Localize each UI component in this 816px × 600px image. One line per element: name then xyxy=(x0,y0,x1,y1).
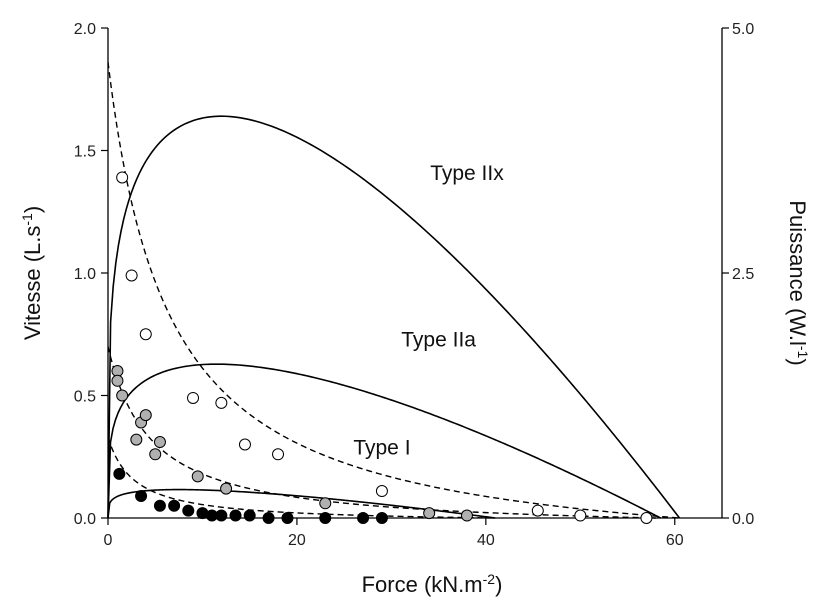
x-tick-label: 20 xyxy=(288,532,306,549)
y-tick-label: 1.5 xyxy=(74,144,96,161)
velocity-curve-type-i xyxy=(107,436,496,519)
data-point-type-i xyxy=(375,512,388,524)
data-point-type-iia xyxy=(220,482,233,495)
data-point-type-iix xyxy=(125,269,138,282)
data-point-type-i xyxy=(319,512,332,524)
data-point-type-i xyxy=(153,499,166,512)
y-tick-label: 0.0 xyxy=(74,511,96,528)
data-point-type-iix xyxy=(215,396,228,409)
series-label-type-i: Type I xyxy=(353,436,410,459)
data-point-type-iia xyxy=(130,433,143,446)
y2-tick-label: 2.5 xyxy=(732,266,754,283)
data-point-type-iix xyxy=(272,448,285,461)
data-point-type-iia xyxy=(191,470,204,483)
axes: 0 20 40 60 0.0 0.5 1.0 1.5 2.0 0.0 2.5 5.0 xyxy=(74,21,755,549)
data-point-type-iia xyxy=(139,409,152,422)
y2-tick-label: 5.0 xyxy=(732,21,754,38)
y-tick-label: 1.0 xyxy=(74,266,96,283)
power-curve-type-iia xyxy=(107,363,661,519)
data-point-type-iix xyxy=(640,512,653,524)
data-point-type-iix xyxy=(375,485,388,498)
y2-axis-label: Puissance (W.l-1) xyxy=(785,200,811,365)
data-point-type-iix xyxy=(574,509,587,522)
x-tick-label: 60 xyxy=(666,532,684,549)
x-tick-label: 40 xyxy=(477,532,495,549)
power-curve-type-iix xyxy=(107,115,681,519)
data-point-type-iix xyxy=(238,438,251,451)
data-points xyxy=(111,171,653,524)
data-point-type-iia xyxy=(111,374,124,387)
data-point-type-iix xyxy=(139,328,152,341)
data-point-type-i xyxy=(113,467,126,480)
data-point-type-i xyxy=(135,489,148,502)
data-point-type-iia xyxy=(460,509,473,522)
data-point-type-iia xyxy=(319,497,332,510)
y-tick-label: 2.0 xyxy=(74,21,96,38)
data-point-type-i xyxy=(243,509,256,522)
data-point-type-iix xyxy=(116,171,129,184)
series-labels: Type IIx Type IIa Type I xyxy=(353,162,504,459)
velocity-curve-type-iix xyxy=(107,62,680,519)
data-point-type-i xyxy=(215,509,228,522)
x-tick-label: 0 xyxy=(104,532,113,549)
data-point-type-iia xyxy=(153,436,166,449)
data-point-type-i xyxy=(357,512,370,524)
series-label-type-iia: Type IIa xyxy=(401,329,476,352)
y-tick-label: 0.5 xyxy=(74,389,96,406)
data-point-type-i xyxy=(229,509,242,522)
data-point-type-iix xyxy=(531,504,544,517)
data-point-type-i xyxy=(168,499,181,512)
x-axis-label: Force (kN.m-2) xyxy=(362,571,503,597)
data-point-type-i xyxy=(262,512,275,524)
data-point-type-iix xyxy=(187,391,200,404)
y2-tick-label: 0.0 xyxy=(732,511,754,528)
y-axis-label: Vitesse (L.s-1) xyxy=(19,206,45,340)
data-point-type-i xyxy=(182,504,195,517)
series-label-type-iix: Type IIx xyxy=(430,162,504,185)
data-point-type-iia xyxy=(423,507,436,520)
data-point-type-i xyxy=(281,512,294,524)
data-point-type-iia xyxy=(149,448,162,461)
data-point-type-iia xyxy=(116,389,129,402)
